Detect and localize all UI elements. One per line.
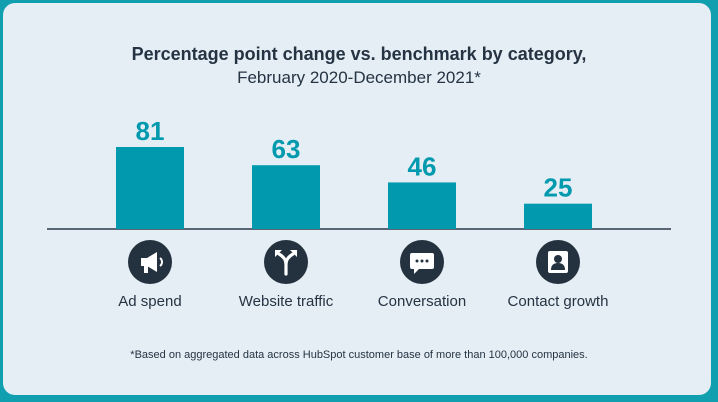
value-label: 25 (544, 173, 573, 203)
category-label: Conversation (378, 293, 466, 310)
value-label: 46 (408, 151, 437, 181)
category-label: Ad spend (118, 293, 181, 310)
chart-footnote: *Based on aggregated data across HubSpot… (130, 349, 588, 361)
bar-contact-growth (524, 203, 592, 229)
chart-title: Percentage point change vs. benchmark by… (131, 44, 587, 64)
bar-ad-spend (116, 147, 184, 229)
category-label: Contact growth (508, 293, 609, 310)
value-label: 63 (272, 134, 301, 164)
fork-arrow-icon (264, 240, 308, 284)
bar-conversation (388, 182, 456, 229)
contact-card-icon (536, 240, 580, 284)
bar-website-traffic (252, 165, 320, 229)
category-label: Website traffic (239, 293, 334, 310)
megaphone-icon (128, 240, 172, 284)
chat-bubble-icon (400, 240, 444, 284)
value-label: 81 (136, 116, 165, 146)
chart-subtitle: February 2020-December 2021* (237, 68, 481, 87)
